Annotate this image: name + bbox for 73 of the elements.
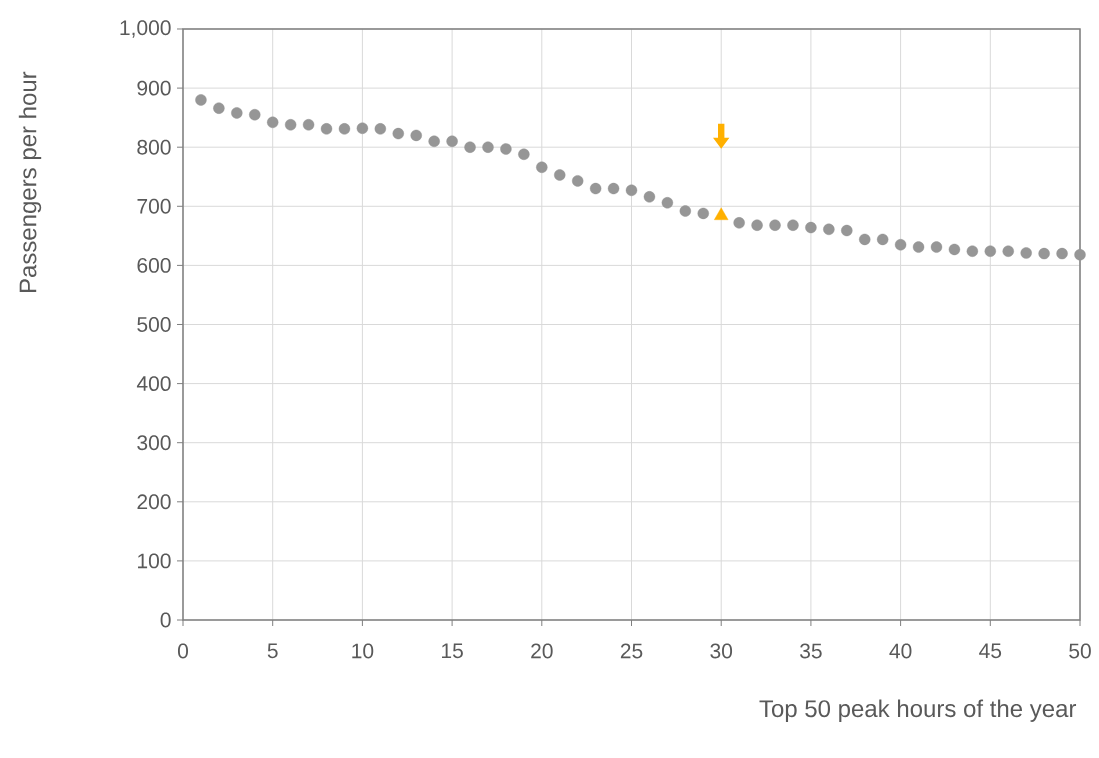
- point: [392, 127, 404, 140]
- point: [859, 233, 871, 246]
- y-tick-label: 100: [138, 553, 171, 569]
- point: [787, 219, 799, 231]
- x-tick-label: 15: [442, 643, 463, 659]
- y-tick-label: 200: [137, 494, 171, 510]
- x-tick-label: 45: [979, 643, 1002, 659]
- y-tick-label: 800: [137, 139, 171, 155]
- point: [607, 182, 620, 195]
- y-tick-label: 300: [137, 435, 171, 451]
- point: [661, 197, 674, 209]
- point: [518, 148, 530, 160]
- point: [894, 239, 907, 251]
- point: [1038, 247, 1050, 260]
- point: [464, 141, 476, 153]
- point: [554, 169, 566, 181]
- point: [841, 224, 853, 237]
- point: [1020, 247, 1032, 259]
- x-tick-label: 25: [620, 643, 643, 659]
- x-tick-label: 10: [352, 643, 374, 659]
- point: [733, 217, 745, 229]
- point: [823, 223, 835, 236]
- point: [643, 191, 656, 203]
- point: [338, 123, 351, 135]
- x-tick-label: 30: [710, 643, 733, 659]
- point: [302, 119, 315, 131]
- y-tick-label: 500: [137, 317, 171, 332]
- point: [1002, 245, 1014, 257]
- point: [589, 182, 602, 195]
- y-tick-label: 600: [137, 257, 171, 273]
- point: [1056, 247, 1068, 260]
- point: [1074, 249, 1086, 261]
- point: [679, 205, 692, 217]
- point: [948, 243, 961, 256]
- y-axis-title: Passengers per hour: [18, 71, 42, 293]
- point: [769, 219, 781, 231]
- x-tick-label: 35: [800, 643, 822, 659]
- x-tick-label: 50: [1069, 643, 1091, 659]
- point: [500, 143, 512, 155]
- x-axis-title: Top 50 peak hours of the year: [759, 699, 1077, 722]
- point: [697, 207, 709, 220]
- point: [267, 116, 279, 129]
- point: [876, 233, 889, 246]
- point: [195, 94, 207, 106]
- x-tick-label: 40: [889, 643, 912, 659]
- point: [966, 245, 979, 257]
- point: [536, 161, 548, 173]
- point: [751, 219, 763, 231]
- y-tick-label: 1,000: [120, 20, 171, 38]
- y-tick-label: 0: [160, 612, 171, 628]
- point: [805, 221, 817, 234]
- y-tick-label: 700: [137, 198, 171, 214]
- point: [984, 245, 997, 257]
- point: [356, 122, 369, 134]
- point: [428, 135, 440, 147]
- point: [213, 102, 225, 114]
- point: [912, 241, 925, 253]
- point: [374, 123, 387, 135]
- point: [625, 184, 638, 197]
- point: [571, 175, 584, 187]
- y-tick-label: 900: [137, 80, 171, 96]
- point: [930, 241, 943, 253]
- x-tick-label: 20: [531, 643, 553, 659]
- point: [231, 107, 243, 119]
- x-tick-label: 0: [177, 643, 189, 659]
- point: [320, 123, 333, 135]
- point: [482, 141, 494, 153]
- point: [410, 129, 422, 142]
- x-tick-label: 5: [267, 643, 278, 659]
- point: [284, 119, 297, 131]
- point: [249, 108, 261, 121]
- point: [446, 135, 458, 147]
- y-tick-label: 400: [136, 376, 171, 392]
